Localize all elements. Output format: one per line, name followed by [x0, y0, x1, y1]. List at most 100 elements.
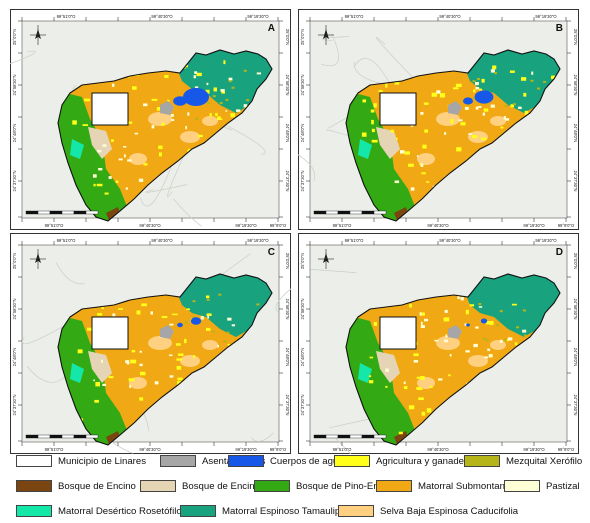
- basemap-road: [218, 120, 266, 155]
- land-use-agricultura: [479, 88, 482, 93]
- land-use-pastizal: [122, 146, 127, 148]
- land-use-agricultura: [371, 128, 375, 133]
- land-use-pastizal: [424, 318, 429, 322]
- north-arrow-icon: [318, 249, 334, 269]
- coord-label-right: 24°48'0"N: [573, 348, 578, 367]
- land-use-pastizal: [518, 106, 522, 109]
- coord-label-right: 25°0'0"N: [573, 29, 578, 45]
- municipality-outline: [57, 273, 273, 446]
- legend-label: Bosque de Encino: [58, 480, 136, 492]
- coord-label-left: 24°58'30"N: [12, 299, 17, 320]
- land-use-agricultura: [196, 72, 202, 77]
- land-use-pastizal: [92, 174, 97, 178]
- land-use-agricultura: [420, 375, 425, 381]
- land-use-pastizal: [475, 106, 479, 110]
- coord-label-left: 24°58'30"N: [300, 299, 305, 320]
- land-use-agricultura: [151, 98, 158, 101]
- land-use-mezquital: [523, 334, 527, 337]
- land-use-agricultura: [524, 110, 529, 116]
- land-use-mezquital: [496, 324, 500, 327]
- land-use-selva-baja: [129, 153, 147, 165]
- land-use-agricultura: [84, 98, 90, 102]
- land-use-agricultura: [450, 119, 454, 124]
- land-use-pastizal: [503, 115, 506, 120]
- coord-label-left: 25°0'0"N: [300, 29, 305, 45]
- land-use-pastizal: [507, 337, 513, 341]
- scale-bar-segment: [373, 210, 387, 215]
- land-use-agricultura: [136, 310, 141, 315]
- land-use-agricultura: [469, 304, 475, 307]
- legend-swatch: [464, 455, 500, 467]
- coord-label-left: 24°48'0"N: [300, 348, 305, 367]
- basemap-roads: [10, 50, 266, 227]
- coord-label-top: 99°19'30"O: [535, 238, 557, 243]
- land-use-pastizal: [488, 354, 493, 358]
- land-use-agricultura: [104, 192, 109, 195]
- land-use-agricultura: [167, 99, 170, 102]
- land-use-agricultura: [140, 371, 146, 376]
- land-use-agricultura: [131, 349, 136, 353]
- land-use-agricultura: [96, 183, 103, 187]
- coord-label-left: 24°58'30"N: [300, 75, 305, 96]
- scale-bar-segment: [325, 434, 339, 439]
- land-use-pastizal: [170, 113, 174, 117]
- land-use-agricultura: [205, 89, 210, 94]
- land-use-pastizal: [256, 72, 262, 75]
- land-use-agricultura: [422, 144, 427, 149]
- coord-label-bottom: 99°9'0"O: [270, 223, 287, 228]
- land-use-agricultura: [192, 355, 196, 359]
- land-use-pastizal: [139, 363, 143, 367]
- land-use-agricultura: [141, 303, 147, 307]
- land-use-mezquital: [256, 303, 260, 306]
- land-use-agricultura: [87, 327, 93, 331]
- land-use-cuerpos-agua: [183, 88, 209, 106]
- legend-swatch: [228, 455, 264, 467]
- coord-label-bottom: 99°40'30"O: [139, 223, 161, 228]
- coord-label-bottom: 99°19'30"O: [235, 223, 257, 228]
- scale-bar-segment: [85, 210, 99, 215]
- land-use-mezquital: [218, 293, 222, 296]
- land-use-agricultura: [521, 77, 527, 81]
- land-use-pastizal: [443, 339, 449, 343]
- land-use-mezquital: [478, 303, 482, 306]
- land-use-mezquital: [211, 330, 215, 333]
- coord-label-right: 24°58'30"N: [573, 75, 578, 96]
- land-use-pastizal: [139, 350, 142, 353]
- land-use-cuerpos-agua: [190, 317, 202, 325]
- land-use-pastizal: [505, 118, 510, 121]
- land-use-cuerpos-agua: [466, 323, 470, 327]
- coord-label-top: 99°51'0"O: [345, 14, 365, 19]
- scale-bar-segment: [37, 210, 51, 215]
- north-arrow-icon: [30, 25, 46, 45]
- land-use-pastizal: [125, 187, 128, 190]
- land-use-agricultura: [403, 386, 408, 390]
- land-use-pastizal: [487, 348, 491, 352]
- land-use-asentamientos: [160, 101, 174, 115]
- land-use-agricultura: [473, 89, 476, 93]
- land-use-agricultura: [72, 120, 77, 125]
- land-use-agricultura: [368, 380, 374, 384]
- land-use-pastizal: [231, 324, 236, 327]
- coord-label-right: 24°58'30"N: [285, 299, 290, 320]
- coord-label-bottom: 99°9'0"O: [558, 447, 575, 452]
- coord-label-right: 24°58'30"N: [573, 299, 578, 320]
- legend-item-municipio: Municipio de Linares: [16, 453, 146, 469]
- land-use-agricultura: [408, 163, 414, 167]
- land-use-mezquital: [485, 339, 489, 342]
- coord-label-left: 24°48'0"N: [12, 124, 17, 143]
- land-use-mezquital: [195, 117, 199, 120]
- land-use-agricultura: [127, 121, 133, 124]
- scale-bar-segment: [361, 210, 375, 215]
- coord-label-top: 99°51'0"O: [345, 238, 365, 243]
- coord-label-right: 24°37'30"N: [573, 171, 578, 192]
- land-use-cuerpos-agua: [463, 97, 473, 105]
- legend-swatch: [180, 505, 216, 517]
- map-svg: A 99°51'0"O 99°40'30"O 99°19'30"O 99°51'0"O 9…: [10, 9, 291, 230]
- land-use-agricultura: [227, 343, 231, 346]
- land-use-selva-baja: [490, 116, 506, 126]
- land-use-agricultura: [378, 90, 383, 93]
- land-use-pastizal: [171, 118, 175, 122]
- coordinate-ticks: [18, 17, 283, 222]
- land-use-matorral-desertico: [70, 139, 84, 159]
- municipio-window: [91, 316, 129, 350]
